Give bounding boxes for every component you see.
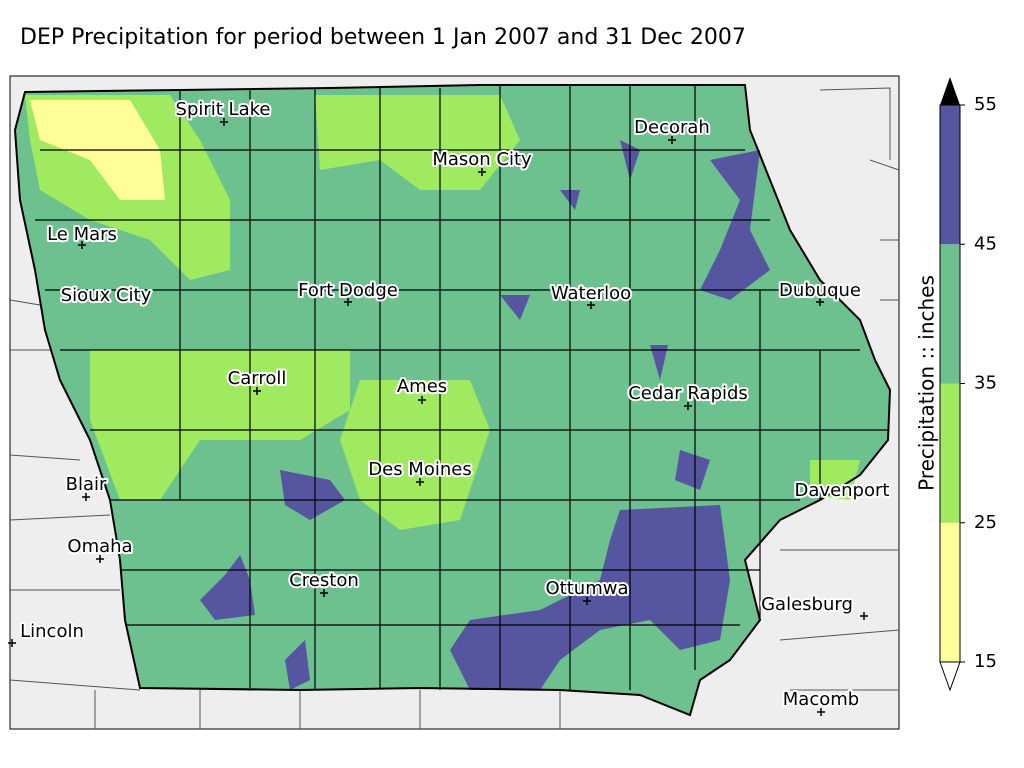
city-marker xyxy=(418,396,426,404)
city-marker xyxy=(817,708,825,716)
city-marker xyxy=(344,298,352,306)
colorbar-extend-low xyxy=(939,661,961,692)
colorbar-bin xyxy=(940,244,960,384)
city-label: Waterloo xyxy=(551,283,631,304)
colorbar: 15 25 35 45 55 xyxy=(939,77,997,692)
colorbar-tick-label: 35 xyxy=(974,373,997,394)
city-marker xyxy=(816,298,824,306)
light-zone xyxy=(810,460,860,500)
city-label: Mason City xyxy=(432,149,532,170)
city-label: Macomb xyxy=(783,689,859,710)
city-label: Ottumwa xyxy=(546,578,629,599)
city-marker xyxy=(668,136,676,144)
colorbar-bin xyxy=(940,105,960,245)
colorbar-extend xyxy=(940,77,960,105)
iowa-border xyxy=(13,84,892,717)
city-label: Galesburg xyxy=(761,594,853,615)
city-marker xyxy=(78,241,86,249)
city-marker xyxy=(220,118,228,126)
city-label: Fort Dodge xyxy=(298,280,398,301)
light-zone xyxy=(340,380,490,530)
light-zone xyxy=(315,95,520,190)
city-marker xyxy=(96,555,104,563)
state-lines xyxy=(9,87,900,729)
city-label: Spirit Lake xyxy=(176,99,271,120)
city-marker xyxy=(82,493,90,501)
city-label: Des Moines xyxy=(368,459,471,480)
colorbar-label: Precipitation :: inches xyxy=(915,275,939,491)
colorbar-bin xyxy=(940,383,960,523)
colorbar-tick-label: 25 xyxy=(974,512,997,533)
city-marker xyxy=(416,478,424,486)
colorbar-tick-label: 45 xyxy=(974,233,997,254)
city-label: Lincoln xyxy=(20,621,84,642)
city-label: Dubuque xyxy=(779,280,861,301)
cities: Spirit Lake Decorah Mason City Le Mars Sioux… xyxy=(8,97,891,716)
city-label: Carroll xyxy=(228,368,287,389)
colorbar-tick-label: 55 xyxy=(974,94,997,115)
city-label: Omaha xyxy=(67,536,132,557)
city-marker xyxy=(478,168,486,176)
map xyxy=(9,75,900,730)
city-label: Sioux City xyxy=(61,285,152,306)
colorbar-bin xyxy=(940,522,960,662)
city-marker xyxy=(253,387,261,395)
light-zone xyxy=(90,350,350,500)
colorbar-tick-label: 15 xyxy=(974,651,997,672)
wet-zone xyxy=(200,140,770,690)
map-title: DEP Precipitation for period between 1 J… xyxy=(20,25,746,50)
city-marker xyxy=(587,301,595,309)
city-label: Creston xyxy=(289,570,359,591)
city-marker xyxy=(860,612,868,620)
city-label: Le Mars xyxy=(47,224,117,245)
city-label: Ames xyxy=(397,376,447,397)
city-label: Decorah xyxy=(634,117,710,138)
city-label: Cedar Rapids xyxy=(628,383,748,404)
county-lines xyxy=(35,85,888,690)
city-label: Blair xyxy=(66,474,107,495)
city-label: Davenport xyxy=(795,480,890,501)
city-marker xyxy=(320,589,328,597)
city-marker xyxy=(8,639,16,647)
city-marker xyxy=(684,402,692,410)
city-marker xyxy=(583,597,591,605)
